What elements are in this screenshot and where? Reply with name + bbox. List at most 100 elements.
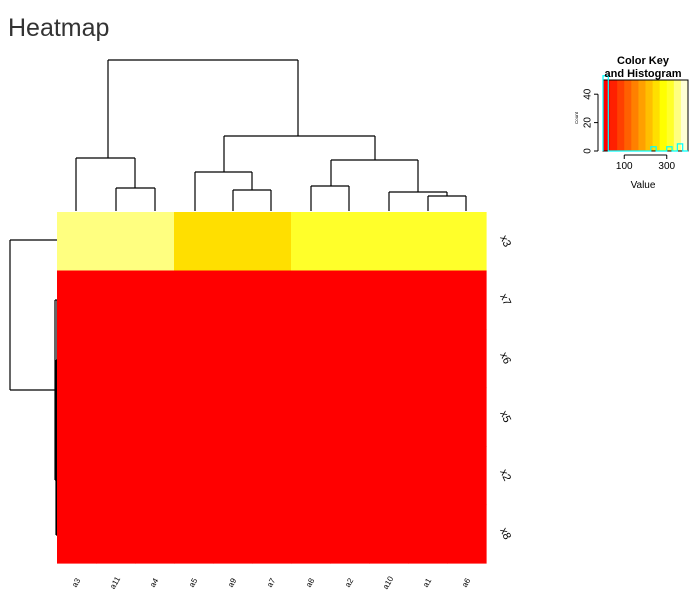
heatmap-cell [135, 446, 175, 506]
color-key-swatch [673, 80, 682, 151]
color-key-swatch [666, 80, 675, 151]
color-key-ylabel: Count [574, 111, 579, 124]
heatmap-cell [135, 387, 175, 447]
row-dendrogram [9, 239, 58, 536]
heatmap-cell [369, 270, 409, 330]
column-label: a5 [187, 576, 200, 589]
heatmap-cell [96, 329, 136, 389]
color-key-swatch [645, 80, 653, 151]
heatmap-cell [96, 270, 136, 330]
heatmap-cell [408, 329, 448, 389]
row-label: x8 [497, 526, 513, 542]
row-label: x3 [497, 233, 513, 249]
color-key-histogram [602, 75, 688, 152]
column-label: a4 [148, 576, 161, 589]
column-label: a6 [460, 576, 473, 589]
heatmap-cell [447, 212, 487, 272]
heatmap-cell [447, 446, 487, 506]
heatmap-cell [369, 212, 409, 272]
column-label: a9 [226, 576, 239, 589]
heatmap-cell [252, 504, 292, 564]
heatmap-cell [330, 212, 370, 272]
heatmap-cell [369, 504, 409, 564]
heatmap-cell [447, 270, 487, 330]
heatmap-cell [252, 329, 292, 389]
heatmap-cell [57, 329, 97, 389]
column-label: a11 [108, 575, 122, 591]
heatmap-cell [135, 329, 175, 389]
heatmap-cell [252, 446, 292, 506]
heatmap-cell [135, 212, 175, 272]
heatmap-cell [96, 504, 136, 564]
heatmap-cell [330, 270, 370, 330]
column-label: a1 [421, 576, 434, 589]
color-key-y-tick-label: 20 [583, 117, 594, 129]
heatmap-cell [174, 504, 214, 564]
heatmap-cell [408, 387, 448, 447]
column-label: a3 [70, 576, 83, 589]
heatmap-cell [96, 387, 136, 447]
heatmap-cell [174, 212, 214, 272]
heatmap-cell [369, 329, 409, 389]
column-dendrogram [75, 59, 467, 211]
heatmap-cell [330, 446, 370, 506]
heatmap-cell [174, 387, 214, 447]
color-key-xlabel: Value [631, 180, 656, 191]
heatmap-cell [57, 212, 97, 272]
row-label: x7 [497, 292, 513, 308]
heatmap-cell [291, 329, 331, 389]
color-key-swatch [603, 80, 611, 151]
heatmap-cell [213, 504, 253, 564]
color-key-title: Color Key [617, 55, 670, 67]
color-key-swatch [617, 80, 625, 151]
column-labels: a3 a11 a4 a5 a9 a7 a8 a2 a10 a1 a6 [70, 574, 473, 591]
column-label: a10 [381, 574, 396, 591]
row-labels: x3 x7 x6 x5 x2 x8 [497, 233, 513, 541]
heatmap-cell [96, 212, 136, 272]
color-key-y-tick-label: 40 [583, 88, 594, 100]
column-label: a7 [265, 576, 278, 589]
heatmap-cell [252, 270, 292, 330]
column-label: a8 [304, 576, 317, 589]
heatmap-cell [57, 504, 97, 564]
heatmap-cell [447, 504, 487, 564]
color-key-swatch [638, 80, 646, 151]
color-key-y-tick-label: 0 [583, 148, 594, 154]
heatmap-cell [447, 329, 487, 389]
color-key-swatch [610, 80, 618, 151]
page-title: Heatmap [8, 14, 110, 42]
heatmap-cell [174, 270, 214, 330]
heatmap-cell [96, 446, 136, 506]
heatmap-cell [291, 446, 331, 506]
heatmap-cell [291, 270, 331, 330]
color-key-swatch [680, 80, 689, 151]
heatmap-cell [213, 329, 253, 389]
heatmap-cell [252, 212, 292, 272]
heatmap-cell [291, 387, 331, 447]
heatmap-cell [408, 270, 448, 330]
heatmap-cell [291, 212, 331, 272]
heatmap-cell [174, 446, 214, 506]
heatmap-cell [174, 329, 214, 389]
color-key-x-tick-label: 100 [616, 161, 633, 172]
color-key-x-tick-label: 300 [658, 161, 675, 172]
heatmap-cell [330, 329, 370, 389]
heatmap-cell [369, 446, 409, 506]
heatmap-cell [330, 504, 370, 564]
heatmap-cell [447, 387, 487, 447]
heatmap-cell [369, 387, 409, 447]
heatmap-cell [57, 446, 97, 506]
row-label: x2 [497, 467, 513, 483]
heatmap-cell [408, 446, 448, 506]
heatmap-cell [135, 504, 175, 564]
heatmap-cell [291, 504, 331, 564]
heatmap-cell [408, 504, 448, 564]
row-label: x5 [497, 409, 513, 425]
heatmap-cell [330, 387, 370, 447]
heatmap-cell [213, 212, 253, 272]
column-label: a2 [343, 576, 356, 589]
heatmap-cells [57, 212, 487, 564]
heatmap-cell [57, 270, 97, 330]
